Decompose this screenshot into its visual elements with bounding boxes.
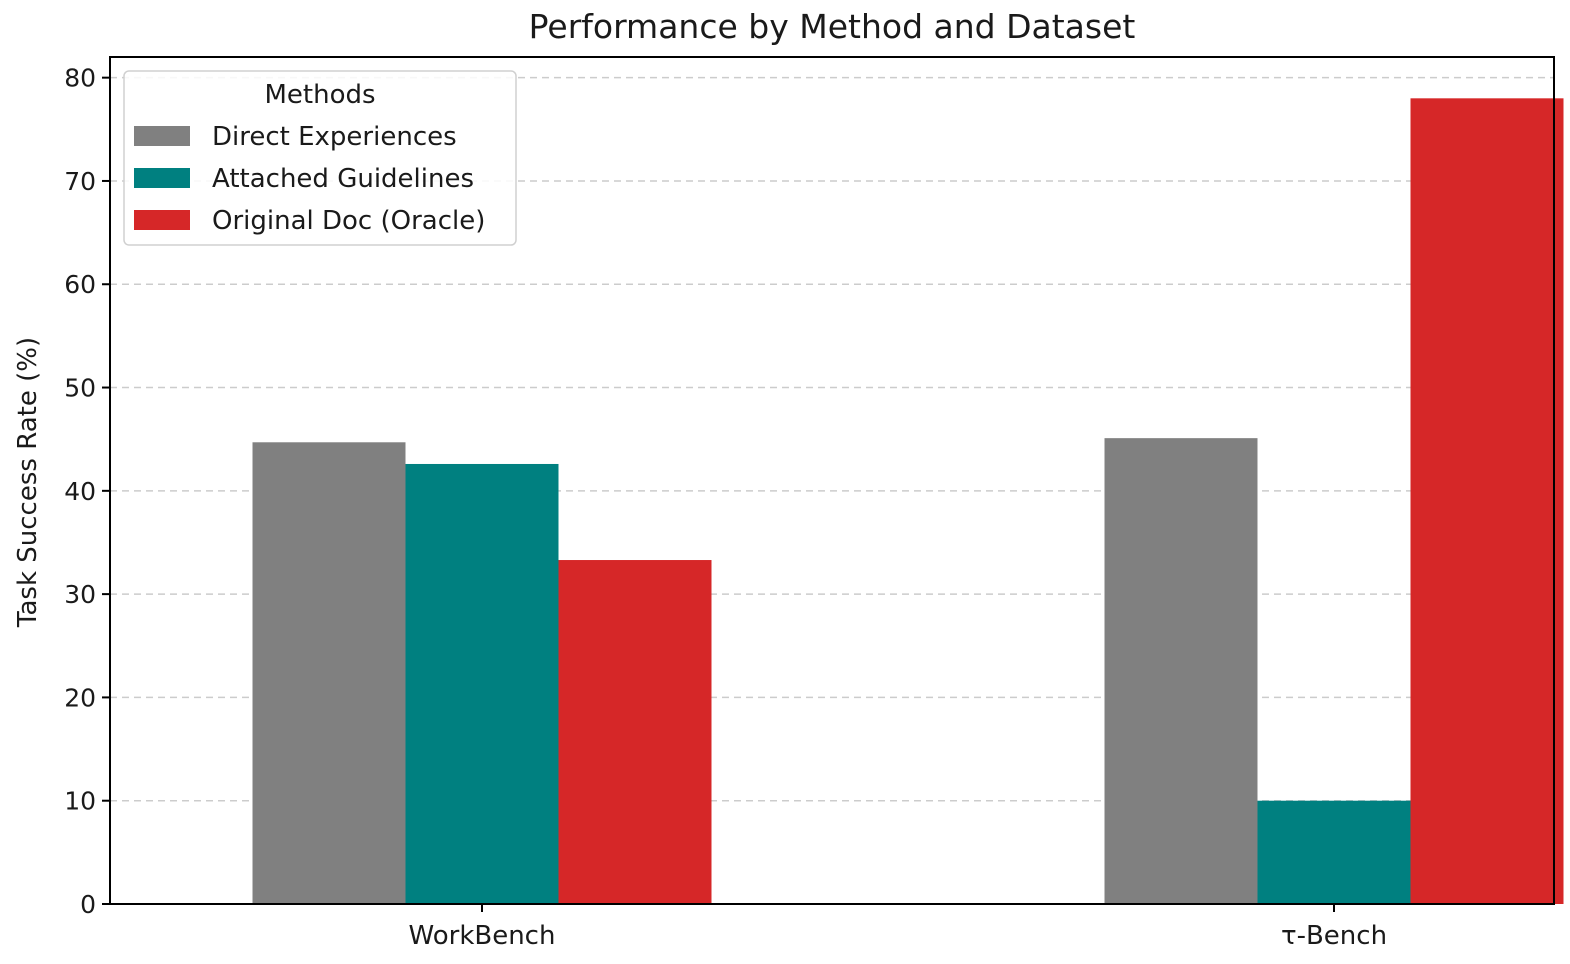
y-axis-ticks: 0 10 20 30 40 50 60 70 80 bbox=[64, 64, 110, 919]
legend-label: Attached Guidelines bbox=[212, 164, 474, 194]
legend-title: Methods bbox=[264, 80, 375, 110]
y-tick-label: 20 bbox=[64, 683, 96, 712]
y-tick-label: 80 bbox=[64, 64, 96, 93]
plot-area-frame bbox=[109, 56, 1555, 905]
legend-box bbox=[123, 70, 517, 246]
y-tick-label: 60 bbox=[64, 270, 96, 299]
bars bbox=[252, 98, 1564, 904]
y-tick-label: 70 bbox=[64, 167, 96, 196]
bar bbox=[252, 442, 406, 904]
chart-title: Performance by Method and Dataset bbox=[529, 7, 1136, 46]
bar bbox=[1104, 438, 1258, 904]
bar bbox=[405, 463, 559, 904]
legend-items: Direct Experiences Attached Guidelines Ori… bbox=[134, 122, 485, 236]
bar bbox=[558, 560, 712, 904]
bar bbox=[1257, 800, 1411, 904]
legend-label: Original Doc (Oracle) bbox=[212, 206, 485, 236]
legend-swatch bbox=[134, 126, 190, 146]
y-tick-label: 0 bbox=[80, 890, 96, 919]
x-tick-label: WorkBench bbox=[409, 921, 556, 951]
y-tick-label: 40 bbox=[64, 477, 96, 506]
x-axis-ticks: WorkBench τ-Bench bbox=[409, 904, 1387, 951]
legend-swatch bbox=[134, 210, 190, 230]
y-axis-label: Task Success Rate (%) bbox=[13, 337, 43, 628]
y-tick-label: 50 bbox=[64, 374, 96, 403]
bar bbox=[1410, 98, 1564, 904]
y-tick-label: 30 bbox=[64, 580, 96, 609]
legend: Methods Direct Experiences Attached Guide… bbox=[123, 70, 517, 246]
legend-swatch bbox=[134, 168, 190, 188]
x-tick-label: τ-Bench bbox=[1281, 921, 1387, 951]
legend-label: Direct Experiences bbox=[212, 122, 457, 152]
y-tick-label: 10 bbox=[64, 787, 96, 816]
